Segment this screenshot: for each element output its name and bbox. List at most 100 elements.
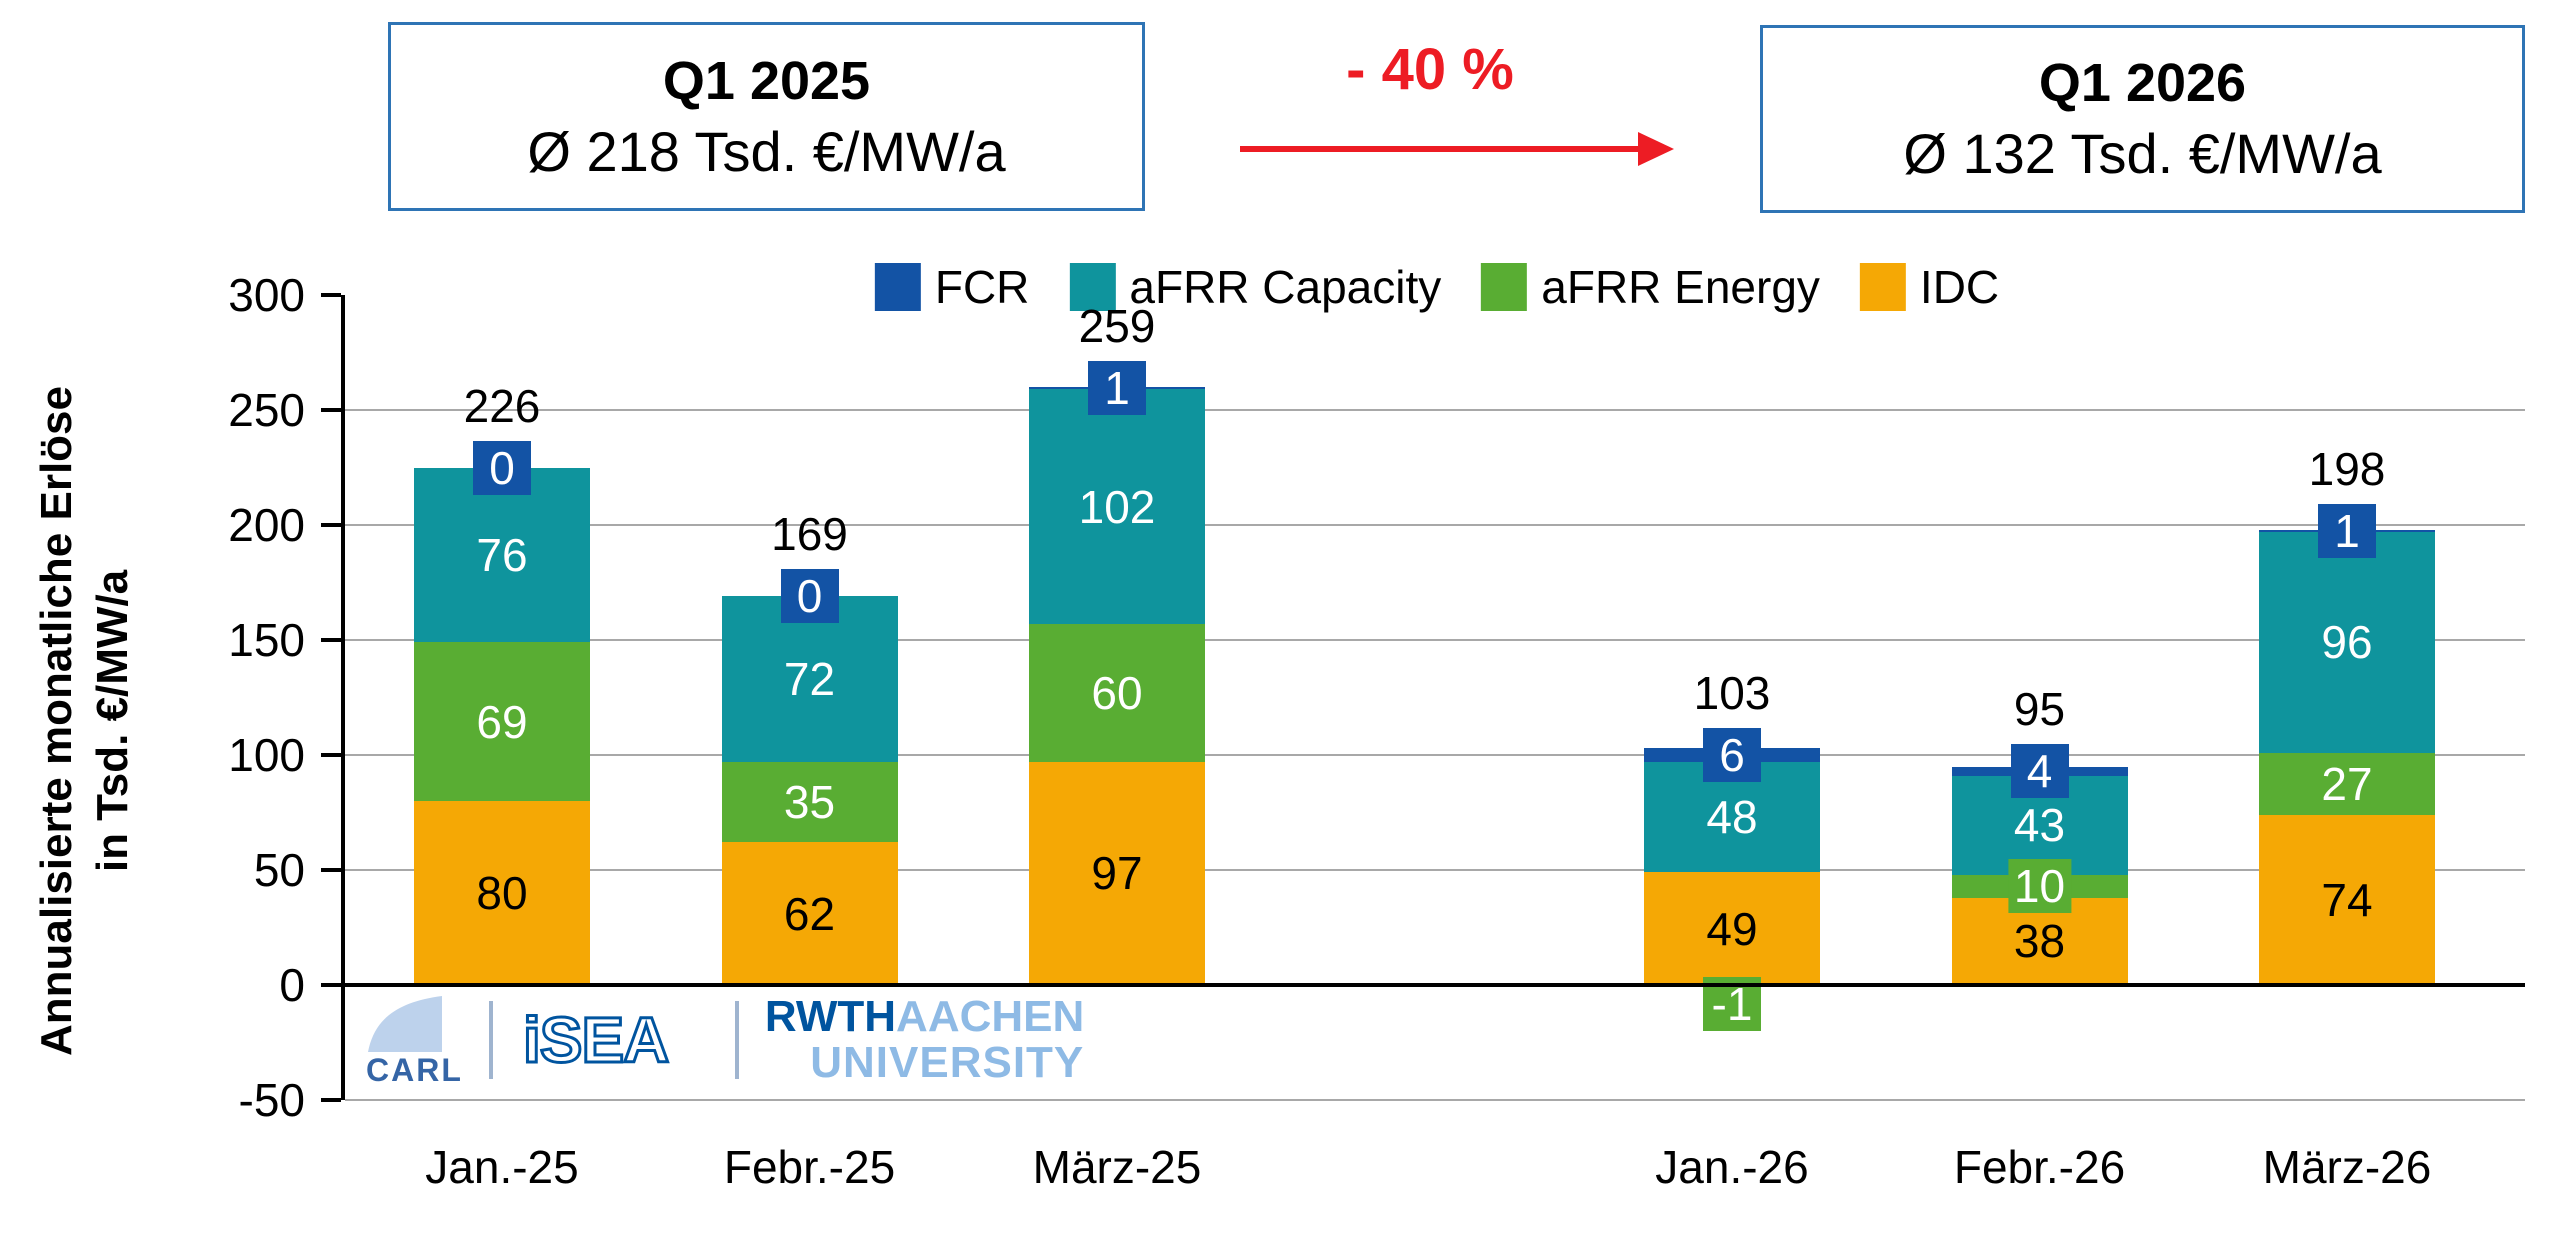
segment-value-label: 102	[1078, 480, 1156, 533]
segment-value-badge: 0	[473, 440, 531, 495]
y-axis-tick	[321, 293, 341, 297]
bar-total-label: 169	[771, 508, 848, 561]
chart-legend: FCR aFRR Capacity aFRR Energy IDC	[874, 260, 2000, 314]
gridline	[345, 869, 2525, 871]
y-axis-tick-label: 150	[228, 614, 305, 666]
y-axis-title-line2: in Tsd. €/MW/a	[88, 569, 137, 873]
isea-logo-text: iSEA	[523, 1004, 668, 1076]
carl-logo: CARL	[366, 994, 463, 1086]
x-axis-category-label: Febr.-25	[723, 1141, 896, 1193]
legend-label: FCR	[934, 261, 1030, 313]
logo-strip: CARL iSEA RWTHAACHEN UNIVERSITY	[352, 992, 1099, 1088]
x-axis-category-label: Jan.-26	[1655, 1141, 1809, 1193]
y-axis-tick	[321, 523, 341, 527]
segment-value-label: 97	[1091, 847, 1143, 900]
segment-value-label: 69	[476, 695, 528, 748]
segment-value-badge: 1	[1088, 361, 1146, 416]
legend-swatch	[874, 263, 921, 311]
y-axis-line	[341, 295, 345, 1100]
y-axis-tick-label: 0	[279, 959, 305, 1011]
legend-label: aFRR Energy	[1541, 261, 1820, 313]
x-axis-category-label: Jan.-25	[425, 1141, 579, 1193]
y-axis-tick-label: 100	[228, 729, 305, 781]
y-axis-tick	[321, 753, 341, 757]
bar-segment-idc	[721, 842, 898, 985]
isea-logo: iSEA	[521, 1003, 670, 1078]
carl-logo-text: CARL	[366, 1052, 463, 1088]
rwth-logo: RWTHAACHEN UNIVERSITY	[765, 995, 1084, 1085]
logo-divider	[488, 1001, 493, 1079]
y-axis-tick-label: 50	[253, 844, 305, 896]
carl-wedge-icon	[368, 996, 442, 1052]
legend-label: IDC	[1919, 261, 2000, 313]
segment-value-badge: 4	[2010, 744, 2069, 799]
segment-value-label: 74	[2321, 873, 2373, 926]
gridline	[345, 754, 2525, 756]
gridline	[345, 409, 2525, 411]
bar-segment-afrr-energy	[721, 761, 898, 843]
y-axis-title: Annualisierte monatliche Erlöse in Tsd. …	[29, 371, 141, 1071]
gridline	[345, 1099, 2525, 1101]
segment-value-label: 76	[476, 528, 528, 581]
decline-arrow-shaft	[1240, 146, 1640, 152]
q1-2025-summary-box: Q1 2025 Ø 218 Tsd. €/MW/a	[388, 22, 1145, 211]
segment-value-label: 72	[783, 653, 836, 706]
y-axis-title-line1: Annualisierte monatliche Erlöse	[32, 386, 81, 1056]
legend-item-fcr: FCR	[874, 260, 1030, 314]
segment-value-label: 48	[1706, 791, 1758, 844]
y-axis-tick	[321, 868, 341, 872]
decline-percentage-label: - 40 %	[1346, 37, 1514, 102]
legend-item-afrr-energy: aFRR Energy	[1481, 260, 1820, 314]
q1-2025-average-value: Ø 218 Tsd. €/MW/a	[527, 119, 1006, 183]
q1-2026-summary-box: Q1 2026 Ø 132 Tsd. €/MW/a	[1760, 25, 2525, 213]
bar-segment-idc	[2259, 814, 2435, 985]
bar-segment-idc	[1644, 872, 1820, 985]
x-axis-category-label: Febr.-26	[1953, 1141, 2126, 1193]
segment-value-badge: 6	[1703, 728, 1761, 782]
segment-value-label: 35	[783, 776, 836, 829]
bar-segment-idc	[414, 801, 590, 985]
bar-segment-afrr-energy	[2259, 752, 2435, 815]
legend-swatch	[1859, 263, 1906, 311]
bar-segment-afrr-capacity	[721, 596, 898, 762]
segment-value-badge: 1	[2318, 503, 2376, 558]
rwth-logo-university-text: UNIVERSITY	[810, 1038, 1085, 1087]
x-axis-category-label: März-26	[2262, 1141, 2432, 1193]
legend-label: aFRR Capacity	[1129, 261, 1442, 313]
bar-total-label: 259	[1078, 300, 1156, 353]
segment-value-label: 60	[1091, 666, 1143, 719]
bar-segment-afrr-capacity	[414, 467, 590, 643]
y-axis-tick	[321, 408, 341, 412]
y-axis-tick	[321, 638, 341, 642]
segment-value-label: 62	[783, 887, 836, 940]
gridline	[345, 639, 2525, 641]
segment-value-badge: 10	[2007, 859, 2072, 914]
segment-value-label: 43	[2013, 799, 2066, 852]
segment-value-badge: 0	[780, 569, 839, 624]
bar-total-label: 198	[2308, 442, 2386, 495]
legend-swatch	[1481, 263, 1528, 311]
bar-total-label: 103	[1693, 667, 1771, 719]
x-axis-category-label: März-25	[1032, 1141, 1202, 1193]
x-axis-zero-line	[341, 983, 2525, 987]
rwth-logo-bold-text: RWTH	[764, 992, 897, 1041]
bar-segment-afrr-capacity	[1029, 389, 1205, 624]
bar-segment-afrr-capacity	[2259, 531, 2435, 753]
q1-2025-title: Q1 2025	[662, 50, 871, 111]
decline-arrow-head	[1638, 132, 1674, 166]
y-axis-tick-label: -50	[238, 1074, 305, 1126]
gridline	[345, 524, 2525, 526]
y-axis-tick	[321, 1098, 341, 1102]
bar-segment-idc	[1029, 761, 1205, 985]
rwth-logo-light-text: AACHEN	[896, 992, 1085, 1041]
legend-item-idc: IDC	[1859, 260, 2000, 314]
segment-value-label: 80	[476, 867, 528, 919]
bar-segment-afrr-energy	[1029, 623, 1205, 762]
segment-value-label: 96	[2321, 616, 2373, 669]
bar-total-label: 95	[2013, 683, 2066, 736]
legend-item-afrr-capacity: aFRR Capacity	[1069, 260, 1441, 314]
y-axis-tick	[321, 983, 341, 987]
y-axis-tick-label: 200	[228, 499, 305, 551]
segment-value-label: 38	[2013, 915, 2066, 968]
